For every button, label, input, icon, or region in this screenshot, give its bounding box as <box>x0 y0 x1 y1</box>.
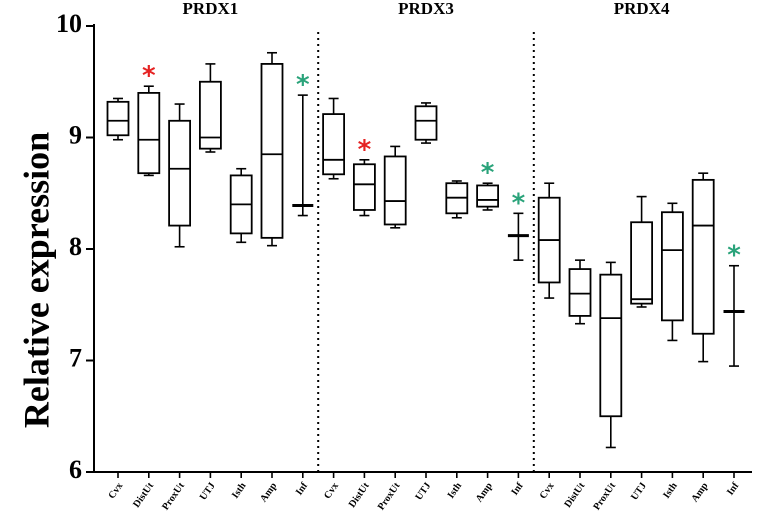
box-prdx4-proxut <box>599 261 623 449</box>
significance-star: * <box>296 70 310 100</box>
x-tick-label: Isth <box>446 480 465 500</box>
x-tick-label: Cvx <box>538 481 557 501</box>
box-prdx4-inf: * <box>723 241 745 367</box>
significance-star: * <box>358 135 372 165</box>
box-iqr <box>476 184 500 208</box>
x-tick-label: UTJ <box>413 481 433 503</box>
box-prdx3-isth <box>445 180 469 219</box>
significance-star: * <box>727 241 741 271</box>
box-prdx3-cvx <box>322 97 346 180</box>
y-tick-label: 7 <box>69 343 82 372</box>
x-tick-label: DistUt <box>131 480 156 510</box>
box-prdx4-isth <box>661 202 684 342</box>
box-prdx1-proxut <box>168 103 192 248</box>
box-prdx3-amp: * <box>476 158 500 211</box>
significance-star: * <box>142 61 156 91</box>
box-iqr <box>137 92 161 175</box>
y-tick-label: 10 <box>56 9 82 38</box>
box-iqr <box>383 155 407 226</box>
box-iqr <box>414 105 438 141</box>
x-tick-label: DistUt <box>347 480 372 510</box>
box-iqr <box>260 63 284 239</box>
box-prdx1-distut: * <box>137 61 161 177</box>
y-tick-label: 6 <box>69 455 82 484</box>
box-iqr <box>661 211 684 322</box>
group-title: PRDX3 <box>398 0 454 18</box>
x-tick-label: Inf <box>294 480 311 497</box>
box-prdx1-utj <box>198 63 222 153</box>
x-tick-label: UTJ <box>629 481 649 503</box>
box-iqr <box>198 80 222 150</box>
group-separators <box>317 32 535 472</box>
y-tick-label: 8 <box>69 232 82 261</box>
box-prdx3-distut: * <box>352 135 376 217</box>
y-axis-label: Relative expression <box>16 132 56 428</box>
box-prdx3-inf: * <box>507 188 529 261</box>
x-tick-label: ProxUt <box>591 480 618 512</box>
x-tick-label: Cvx <box>322 481 341 501</box>
box-iqr <box>106 100 130 137</box>
x-tick-label: Amp <box>689 480 710 504</box>
x-tick-label: Amp <box>258 480 279 504</box>
box-prdx1-amp <box>260 51 284 247</box>
y-axis-title: Relative expression <box>16 132 56 428</box>
x-tick-label: Isth <box>230 480 249 500</box>
group-title: PRDX4 <box>614 0 670 18</box>
box-prdx1-isth <box>229 167 253 244</box>
x-tick-label: ProxUt <box>160 480 187 512</box>
x-tick-label: Inf <box>509 480 526 497</box>
x-tick-labels: Cvx DistUt ProxUt UTJ Isth Amp Inf Cvx DistUt Pro… <box>106 472 742 512</box>
x-tick-label: Amp <box>474 480 495 504</box>
box-iqr <box>691 178 715 335</box>
box-prdx1-cvx <box>106 97 130 141</box>
boxes: * * * * * * <box>106 51 745 449</box>
box-iqr <box>599 273 623 418</box>
significance-star: * <box>481 158 495 188</box>
significance-star: * <box>512 188 526 218</box>
x-tick-label: UTJ <box>198 481 218 503</box>
x-tick-label: Inf <box>725 480 742 497</box>
box-prdx4-amp <box>691 172 715 363</box>
x-tick-label: DistUt <box>562 480 587 510</box>
x-tick-label: Cvx <box>106 481 125 501</box>
box-iqr <box>168 119 192 227</box>
box-prdx1-inf: * <box>292 70 314 217</box>
box-prdx3-proxut <box>383 145 407 229</box>
box-prdx3-utj <box>414 102 438 144</box>
box-iqr <box>630 221 653 305</box>
x-tick-label: Isth <box>661 480 680 500</box>
box-prdx4-utj <box>630 195 653 308</box>
group-title: PRDX1 <box>183 0 239 18</box>
x-tick-label: ProxUt <box>376 480 403 512</box>
box-iqr <box>322 113 346 176</box>
box-prdx4-cvx <box>537 182 561 299</box>
box-iqr <box>568 268 592 317</box>
group-titles: PRDX1 PRDX3 PRDX4 <box>183 0 670 18</box>
y-tick-label: 9 <box>69 120 82 149</box>
box-iqr <box>352 163 376 211</box>
box-prdx4-distut <box>568 259 592 325</box>
